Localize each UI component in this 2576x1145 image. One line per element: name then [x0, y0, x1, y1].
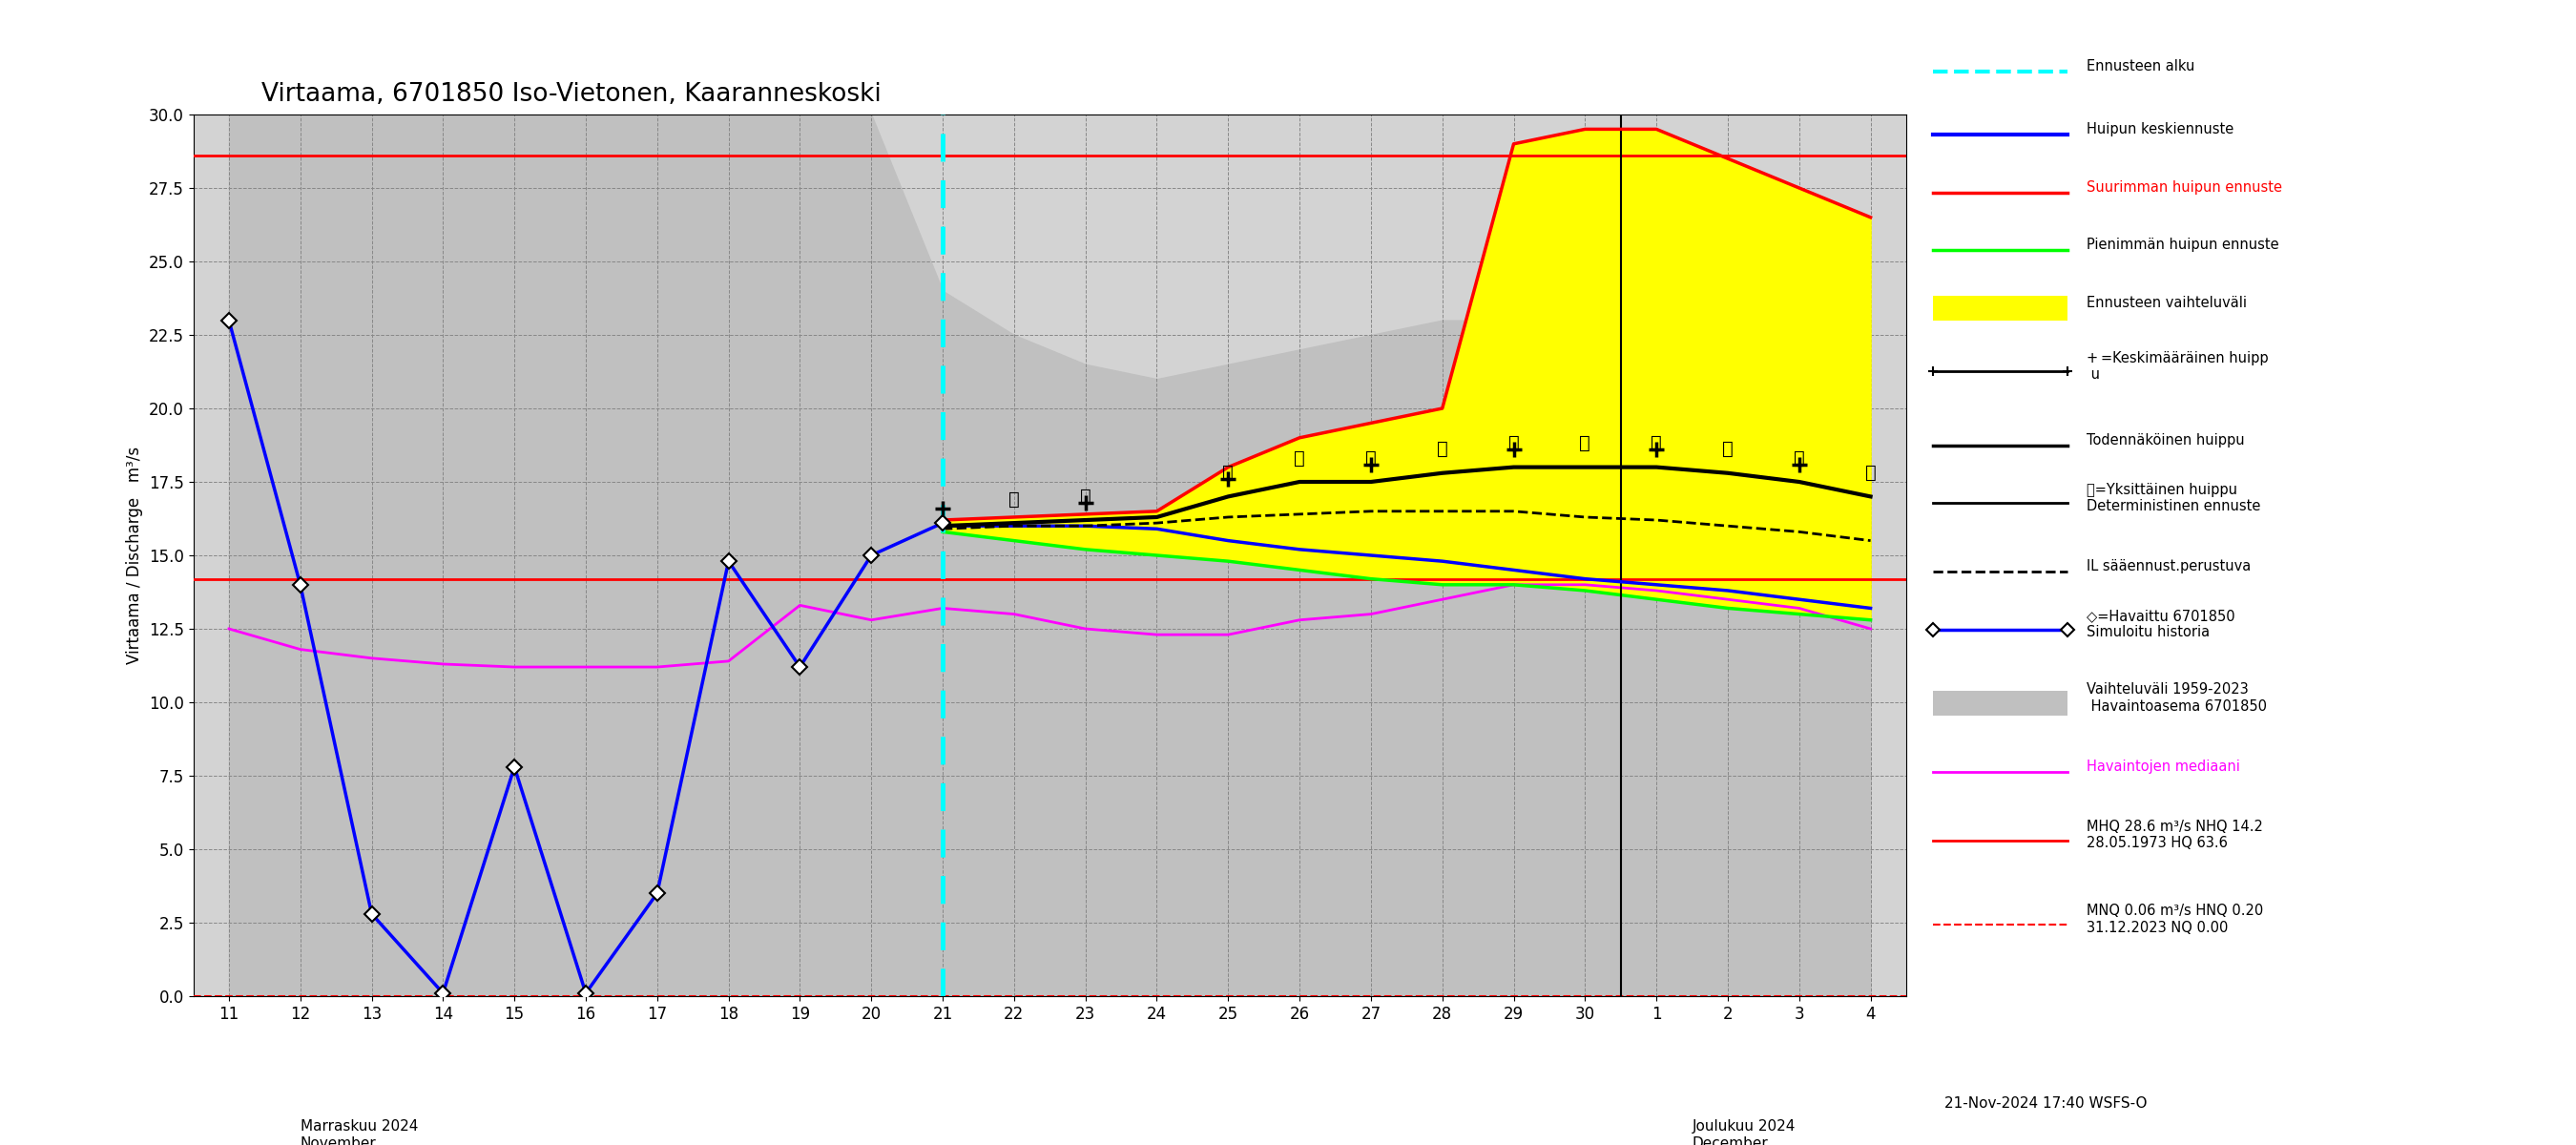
Text: Ennusteen alku: Ennusteen alku	[2087, 58, 2195, 73]
Text: Vaihteluväli 1959-2023
 Havaintoasema 6701850: Vaihteluväli 1959-2023 Havaintoasema 670…	[2087, 682, 2267, 713]
Text: Pienimmän huipun ennuste: Pienimmän huipun ennuste	[2087, 238, 2280, 252]
Text: ⌢: ⌢	[1437, 440, 1448, 458]
Text: ⌢: ⌢	[1651, 434, 1662, 452]
Text: Todennäköinen huippu: Todennäköinen huippu	[2087, 433, 2244, 447]
Text: ⌢: ⌢	[1293, 449, 1306, 467]
Y-axis label: Virtaama / Discharge   m³/s: Virtaama / Discharge m³/s	[126, 447, 144, 664]
Text: ◇=Havaittu 6701850
Simuloitu historia: ◇=Havaittu 6701850 Simuloitu historia	[2087, 609, 2236, 640]
Text: MNQ 0.06 m³/s HNQ 0.20
31.12.2023 NQ 0.00: MNQ 0.06 m³/s HNQ 0.20 31.12.2023 NQ 0.0…	[2087, 903, 2264, 934]
Text: Suurimman huipun ennuste: Suurimman huipun ennuste	[2087, 180, 2282, 195]
Text: ⌢: ⌢	[1865, 464, 1875, 482]
Text: ⌢: ⌢	[1007, 490, 1020, 508]
Text: + =Keskimääräinen huipp
 u: + =Keskimääräinen huipp u	[2087, 350, 2269, 381]
Text: MHQ 28.6 m³/s NHQ 14.2
28.05.1973 HQ 63.6: MHQ 28.6 m³/s NHQ 14.2 28.05.1973 HQ 63.…	[2087, 820, 2262, 851]
Text: ⌢: ⌢	[1507, 434, 1520, 452]
Bar	[1932, 295, 2069, 321]
Text: IL sääennust.perustuva: IL sääennust.perustuva	[2087, 559, 2251, 574]
Text: ⌢=Yksittäinen huippu
Deterministinen ennuste: ⌢=Yksittäinen huippu Deterministinen enn…	[2087, 482, 2262, 513]
Text: Virtaama, 6701850 Iso-Vietonen, Kaaranneskoski: Virtaama, 6701850 Iso-Vietonen, Kaaranne…	[263, 82, 881, 106]
Text: Huipun keskiennuste: Huipun keskiennuste	[2087, 123, 2233, 136]
Text: ⌢: ⌢	[1723, 440, 1734, 458]
Text: Marraskuu 2024
November: Marraskuu 2024 November	[301, 1120, 417, 1145]
Text: ⌢: ⌢	[1079, 488, 1092, 505]
Text: ⌢: ⌢	[1224, 464, 1234, 482]
Bar	[1932, 690, 2069, 716]
Text: 21-Nov-2024 17:40 WSFS-O: 21-Nov-2024 17:40 WSFS-O	[1945, 1097, 2148, 1111]
Text: Joulukuu 2024
December: Joulukuu 2024 December	[1692, 1120, 1795, 1145]
Text: ⌢: ⌢	[1793, 449, 1806, 467]
Text: ⌢: ⌢	[1579, 434, 1589, 452]
Text: ⌢: ⌢	[1365, 449, 1376, 467]
Text: Ennusteen vaihteluväli: Ennusteen vaihteluväli	[2087, 295, 2246, 310]
Text: Havaintojen mediaani: Havaintojen mediaani	[2087, 759, 2241, 774]
